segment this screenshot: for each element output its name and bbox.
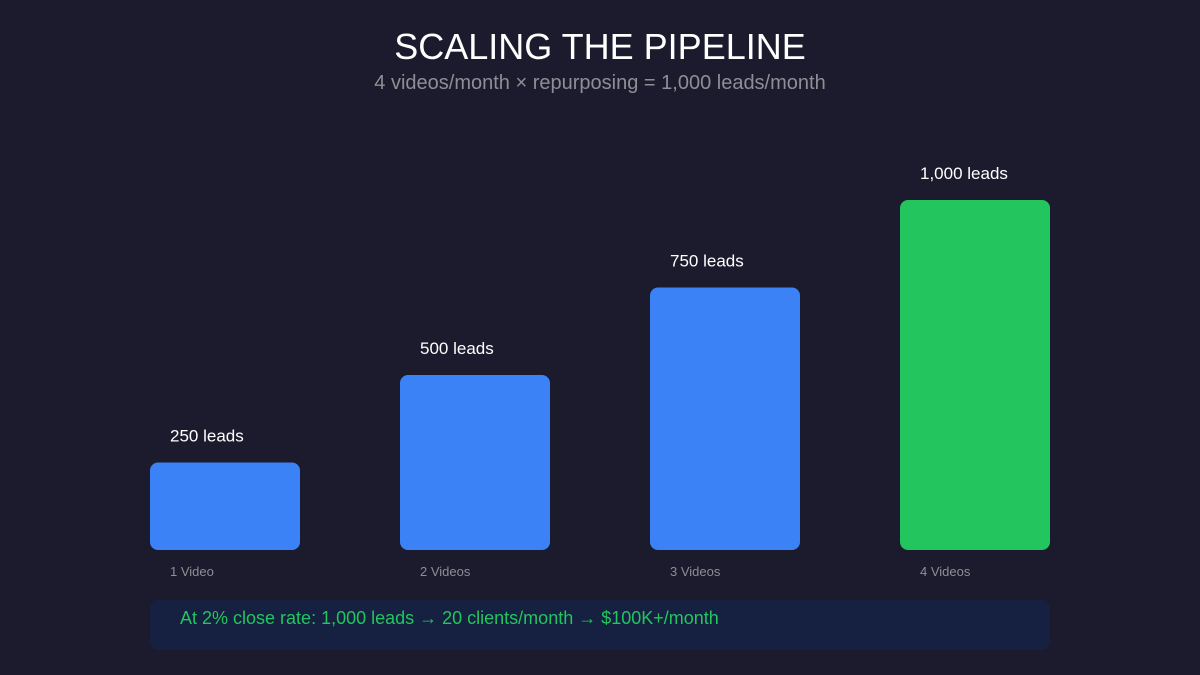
category-label: 4 Videos xyxy=(920,564,971,579)
bar-1 xyxy=(150,462,300,550)
chart-subtitle: 4 videos/month × repurposing = 1,000 lea… xyxy=(374,72,826,94)
bar-3 xyxy=(650,287,800,550)
summary-banner: At 2% close rate: 1,000 leads → 20 clien… xyxy=(150,600,1050,650)
bar-4 xyxy=(900,200,1050,550)
category-label: 2 Videos xyxy=(420,564,471,579)
chart-title: SCALING THE PIPELINE xyxy=(394,26,806,67)
data-label: 500 leads xyxy=(420,339,494,358)
summary-text: At 2% close rate: 1,000 leads → 20 clien… xyxy=(180,608,719,628)
bar-2 xyxy=(400,375,550,550)
category-label: 3 Videos xyxy=(670,564,721,579)
data-label: 250 leads xyxy=(170,427,244,446)
data-label: 750 leads xyxy=(670,252,744,271)
data-label: 1,000 leads xyxy=(920,164,1008,183)
category-label: 1 Video xyxy=(170,564,214,579)
